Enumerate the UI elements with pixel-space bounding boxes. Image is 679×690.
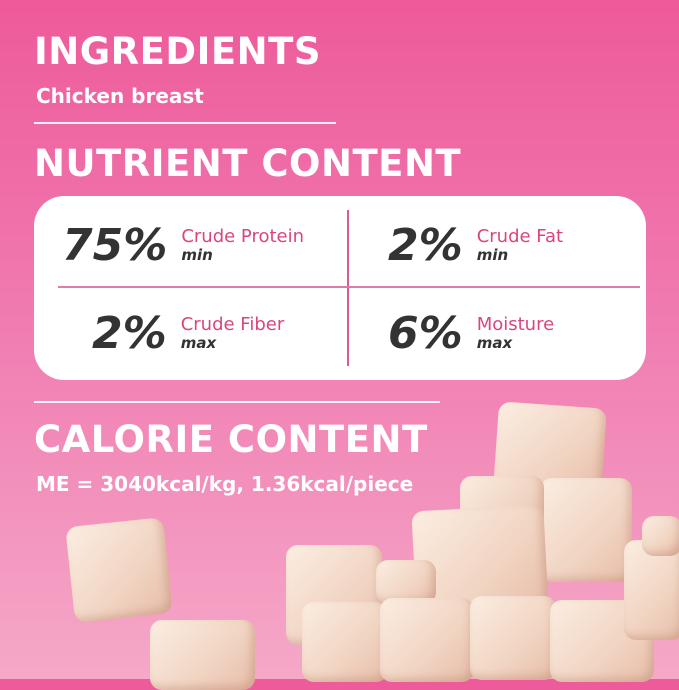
percent: 2% [92,308,167,359]
percent: 2% [388,220,463,271]
nutrient-name: Crude Fiber [180,314,285,335]
ingredients-title: INGREDIENTS [34,30,321,73]
qualifier: max [476,334,513,352]
nutrient-name: Crude Fat [476,226,564,247]
nutrient-fiber: 2% Crude Fiber max [92,308,284,359]
qualifier: max [180,334,217,352]
calorie-title: CALORIE CONTENT [34,418,428,461]
nutrient-fat: 2% Crude Fat min [388,220,563,271]
qualifier: min [476,246,509,264]
ingredients-value: Chicken breast [36,84,204,108]
nutrient-name: Crude Protein [181,226,305,247]
percent: 6% [388,308,463,359]
nutrient-moisture: 6% Moisture max [388,308,554,359]
divider [34,401,440,403]
divider [347,210,349,366]
nutrient-title: NUTRIENT CONTENT [34,142,462,185]
percent: 75% [62,220,168,271]
divider [58,286,640,288]
nutrient-name: Moisture [476,314,555,335]
qualifier: min [181,246,213,264]
calorie-value: ME = 3040kcal/kg, 1.36kcal/piece [36,472,414,496]
divider [34,122,336,124]
nutrient-protein: 75% Crude Protein min [62,220,304,271]
nutrient-card: 75% Crude Protein min 2% Crude Fat min 2% … [34,196,646,380]
